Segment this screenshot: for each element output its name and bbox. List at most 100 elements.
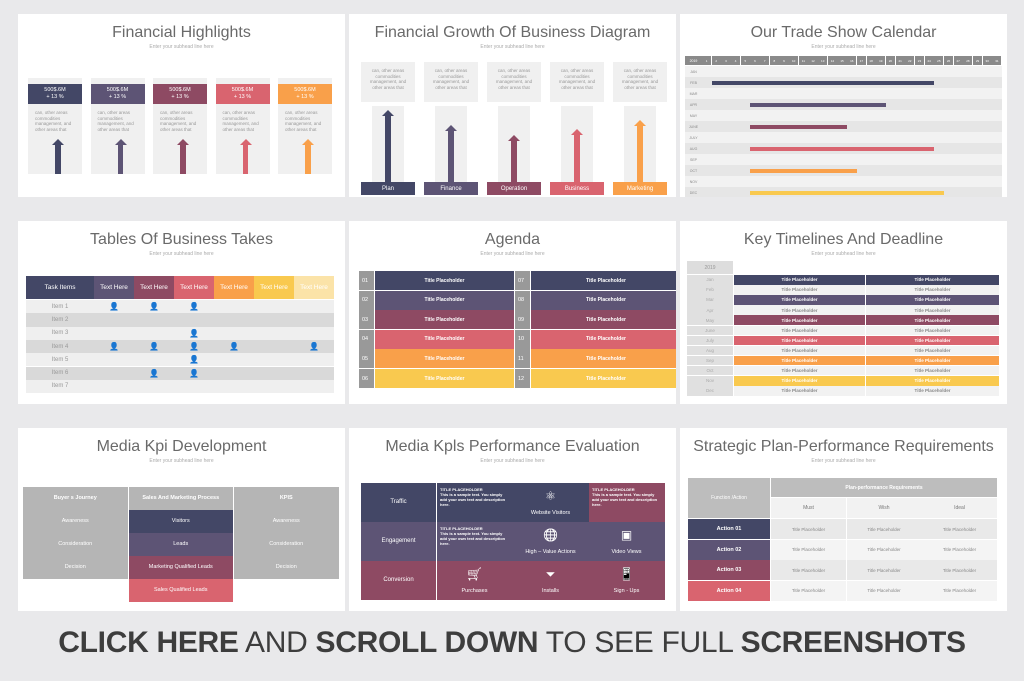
agenda-item[interactable]: 06 Title Placeholder <box>359 369 514 388</box>
scroll-cta-banner[interactable]: CLICK HERE AND SCROLL DOWN TO SEE FULL S… <box>0 626 1024 660</box>
corner-header: Function /Action <box>688 478 770 518</box>
slide-business-takes[interactable]: Tables Of Business Takes Enter your subh… <box>18 221 345 404</box>
calendar-day-header: 17 <box>856 56 866 65</box>
agenda-item[interactable]: 09 Title Placeholder <box>515 310 676 330</box>
slide-key-timelines[interactable]: Key Timelines And Deadline Enter your su… <box>680 221 1007 404</box>
calendar-bar-dec <box>750 190 944 195</box>
month-label: Sep <box>687 355 733 366</box>
calendar-day-header: 8 <box>769 56 779 65</box>
calendar-month-label: OCT <box>689 168 698 173</box>
slide-trade-show-calendar[interactable]: Our Trade Show Calendar Enter your subhe… <box>680 14 1007 197</box>
timeline-cell: Title Placeholder <box>734 376 865 386</box>
slide-subhead: Enter your subhead line here <box>149 44 214 50</box>
agenda-number: 01 <box>359 271 374 290</box>
slide-subhead: Enter your subhead line here <box>149 251 214 257</box>
kpi-stage: Decision <box>234 556 339 579</box>
calendar-month-label: DEC <box>689 190 698 195</box>
card-change: + 13 % <box>46 94 64 100</box>
agenda-item[interactable]: 11 Title Placeholder <box>515 349 676 369</box>
card-text: can, other areas commodities management,… <box>222 110 259 132</box>
card-header: 500$.6M + 13 % <box>278 84 332 104</box>
column-label-marketing: Marketing <box>613 182 667 195</box>
group-header: Plan-performance Requirements <box>771 478 997 497</box>
calendar-month-label: APR <box>689 102 698 107</box>
arrow-shaft <box>180 145 186 174</box>
slide-financial-growth[interactable]: Financial Growth Of Business Diagram Ent… <box>349 14 676 197</box>
slide-agenda[interactable]: Agenda Enter your subhead line here 01 Ti… <box>349 221 676 404</box>
arrow-shaft <box>117 145 124 174</box>
metric-cell: ⚛ Website Visitors <box>513 483 589 522</box>
agenda-item[interactable]: 03 Title Placeholder <box>359 310 514 330</box>
calendar-month-label: JULY <box>689 135 698 140</box>
calendar-month-label: SEP <box>689 157 697 162</box>
slide-title: Financial Highlights <box>112 24 251 41</box>
calendar-month-label: NOV <box>689 179 698 184</box>
timeline-cell: Title Placeholder <box>866 355 999 366</box>
card-value: 500$.6M <box>294 87 316 93</box>
calendar-day-header: 28 <box>963 56 973 65</box>
calendar-bar-june <box>750 124 848 129</box>
person-icon: 👤 <box>189 355 199 365</box>
plan-cell: Title Placeholder <box>846 580 922 601</box>
month-label: June <box>687 325 733 336</box>
calendar-month-label: AUG <box>689 146 698 151</box>
agenda-item[interactable]: 10 Title Placeholder <box>515 329 676 349</box>
card-value: 500$.6M <box>231 87 254 93</box>
person-icon: 👤 <box>149 302 159 312</box>
timeline-cell: Title Placeholder <box>866 335 999 346</box>
agenda-item[interactable]: 07 Title Placeholder <box>515 271 676 290</box>
slide-financial-highlights[interactable]: Financial Highlights Enter your subhead … <box>18 14 345 197</box>
metric-cell: TITLE PLACEHOLDER This is a sample text. … <box>589 483 665 522</box>
arrow-shaft <box>511 140 517 182</box>
agenda-item[interactable]: 04 Title Placeholder <box>359 329 514 349</box>
timeline-cell: Title Placeholder <box>734 335 865 346</box>
card-header: 500$.6M + 13 % <box>153 84 207 104</box>
agenda-item[interactable]: 12 Title Placeholder <box>515 369 676 388</box>
agenda-item[interactable]: 08 Title Placeholder <box>515 290 676 310</box>
agenda-number: 05 <box>359 349 374 369</box>
cell-body: This is a sample text. You simply add yo… <box>440 531 506 546</box>
arrow-shaft <box>305 145 311 174</box>
calendar-day-header: 2 <box>711 56 721 65</box>
up-arrow-icon <box>382 109 394 182</box>
up-arrow-icon <box>52 139 64 174</box>
agenda-item[interactable]: 05 Title Placeholder <box>359 349 514 369</box>
calendar-day-header: 4 <box>731 56 741 65</box>
agenda-number: 04 <box>359 329 374 349</box>
cell-label: High – Value Actions <box>525 549 576 555</box>
slide-title: Agenda <box>484 231 541 248</box>
column-header: Wish <box>846 498 922 518</box>
action-label: Action 01 <box>688 519 770 539</box>
person-icon: 👤 <box>189 342 199 352</box>
cell-label: Website Visitors <box>530 510 571 516</box>
timeline-cell: Title Placeholder <box>866 305 999 315</box>
table-row <box>26 300 334 314</box>
agenda-title: Title Placeholder <box>375 310 514 330</box>
table-header-cell: Text Here <box>294 276 334 299</box>
timeline-cell: Title Placeholder <box>734 285 865 295</box>
plan-cell: Title Placeholder <box>771 539 846 560</box>
slide-media-kpi[interactable]: Media Kpi Development Enter your subhead… <box>18 428 345 611</box>
timeline-cell: Title Placeholder <box>866 325 999 336</box>
arrow-head <box>239 139 252 145</box>
up-arrow-icon <box>508 134 520 182</box>
process-stage: Sales Qualified Leads <box>128 579 233 602</box>
agenda-item[interactable]: 02 Title Placeholder <box>359 290 514 310</box>
column-label-plan: Plan <box>361 182 415 195</box>
agenda-item[interactable]: 01 Title Placeholder <box>359 271 514 290</box>
calendar-day-header: 18 <box>866 56 876 65</box>
highlight-card: 500$.6M + 13 % can, other areas commoditie… <box>28 78 82 174</box>
timeline-cell: Title Placeholder <box>734 365 865 376</box>
plan-cell: Title Placeholder <box>846 560 922 581</box>
process-stage: Leads <box>128 533 233 556</box>
person-icon: 👤 <box>149 368 159 378</box>
table-row <box>26 339 334 354</box>
plan-cell: Title Placeholder <box>771 560 846 581</box>
plan-cell: Title Placeholder <box>771 519 846 539</box>
slide-media-kpis-evaluation[interactable]: Media Kpls Performance Evaluation Enter … <box>349 428 676 611</box>
table-row <box>26 326 334 340</box>
slide-title: Media Kpls Performance Evaluation <box>385 438 640 455</box>
slide-strategic-plan[interactable]: Strategic Plan-Performance Requirements … <box>680 428 1007 611</box>
calendar-day-header: 12 <box>808 56 818 65</box>
arrow-shaft <box>242 145 249 174</box>
